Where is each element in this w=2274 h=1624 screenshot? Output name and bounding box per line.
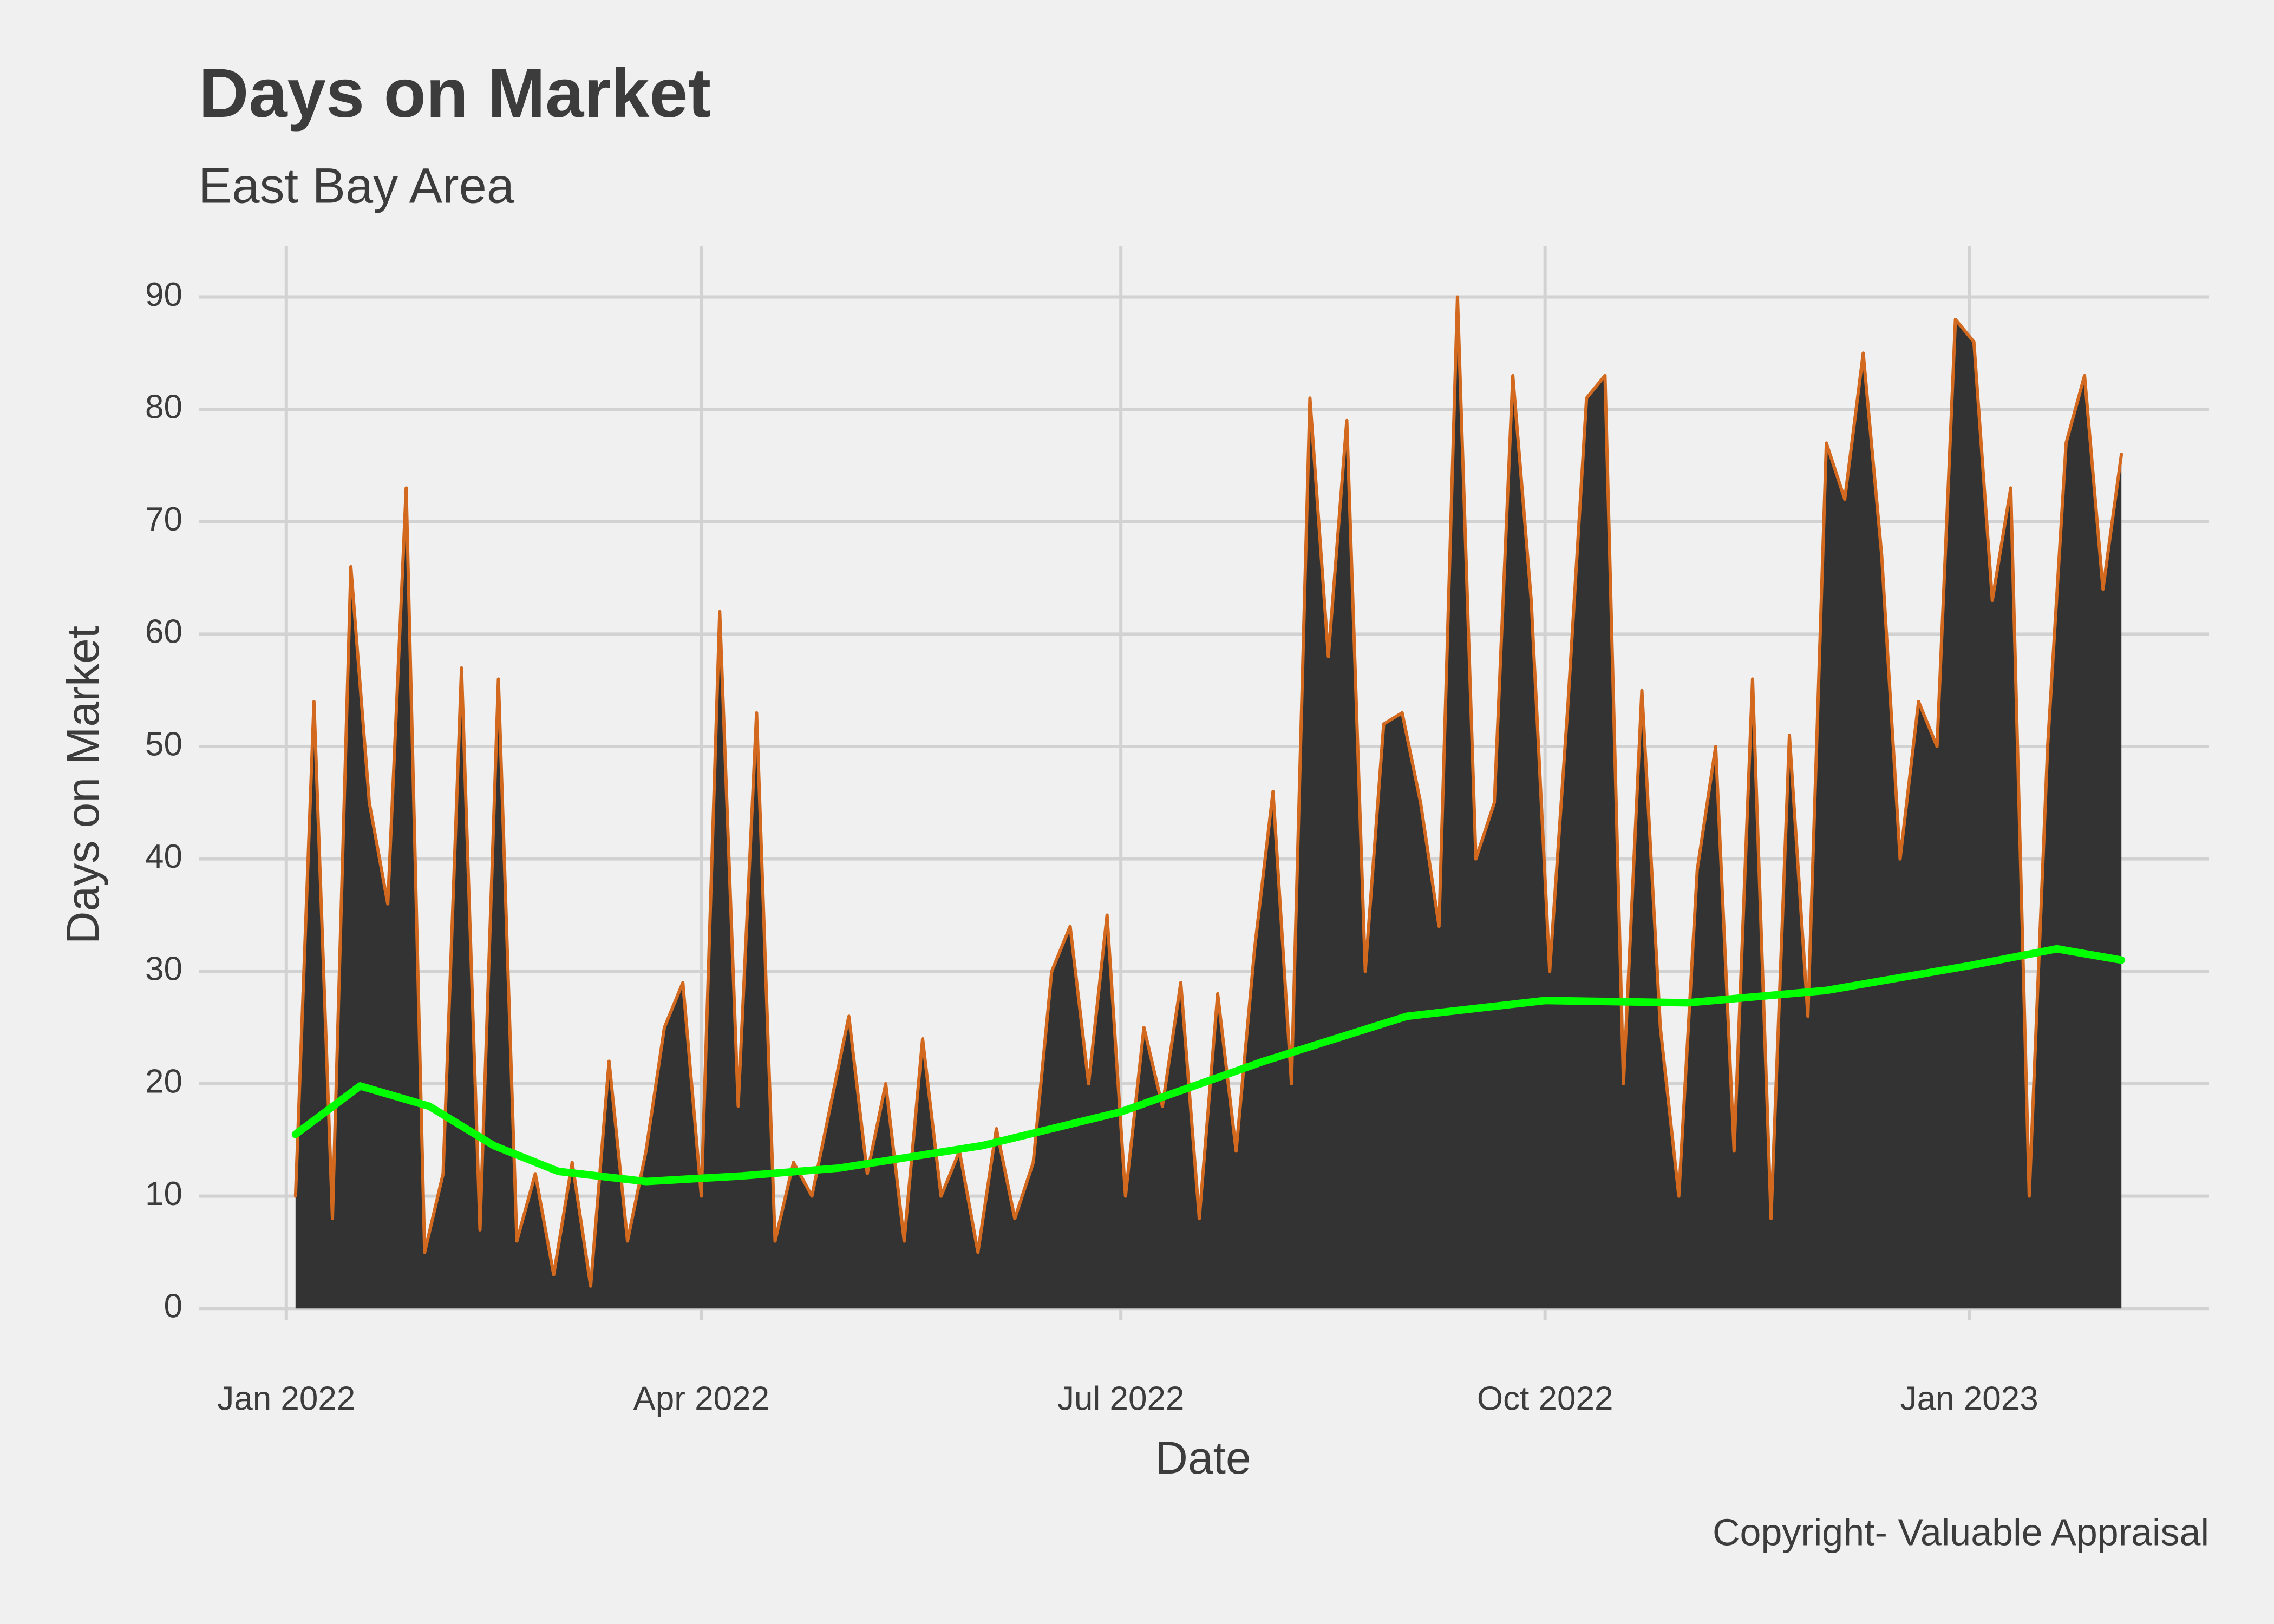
y-tick-label: 70 — [145, 501, 182, 538]
y-tick-label: 90 — [145, 276, 182, 313]
area-fill — [295, 297, 2122, 1309]
x-tick-label: Apr 2022 — [633, 1380, 769, 1417]
y-tick-label: 50 — [145, 725, 182, 763]
y-tick-label: 0 — [164, 1288, 182, 1325]
y-tick-label: 80 — [145, 388, 182, 425]
y-tick-label: 20 — [145, 1063, 182, 1100]
y-tick-label: 30 — [145, 951, 182, 988]
x-tick-label: Oct 2022 — [1477, 1380, 1613, 1417]
y-tick-label: 40 — [145, 838, 182, 875]
chart-subtitle: East Bay Area — [199, 158, 515, 213]
x-tick-label: Jan 2023 — [1900, 1380, 2038, 1417]
x-axis-title: Date — [1155, 1432, 1251, 1483]
x-tick-label: Jul 2022 — [1057, 1380, 1184, 1417]
y-tick-label: 60 — [145, 613, 182, 651]
chart-title: Days on Market — [199, 55, 711, 132]
y-tick-label: 10 — [145, 1175, 182, 1213]
x-tick-label: Jan 2022 — [217, 1380, 355, 1417]
y-axis-title: Days on Market — [57, 626, 108, 944]
caption: Copyright- Valuable Appraisal — [1713, 1511, 2209, 1553]
smooth-line — [291, 945, 2126, 1186]
